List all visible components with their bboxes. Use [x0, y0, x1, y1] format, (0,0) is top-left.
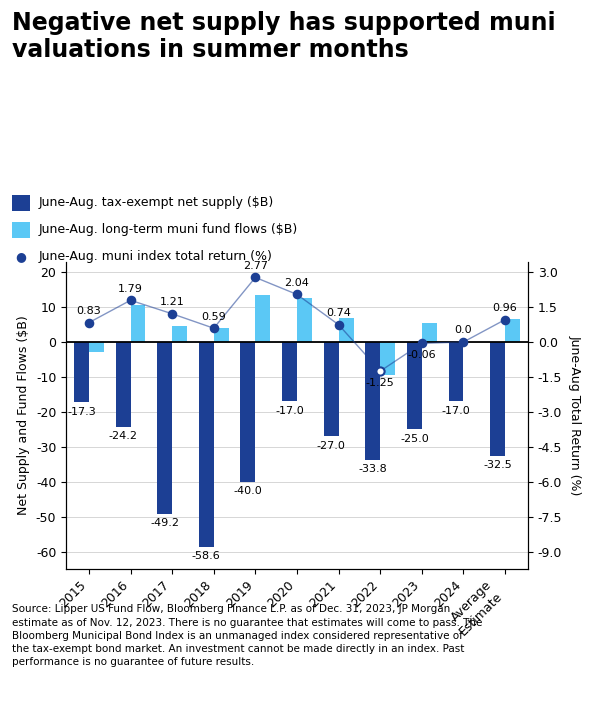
Bar	[157, 342, 172, 514]
Text: -27.0: -27.0	[317, 440, 346, 450]
Text: -1.25: -1.25	[366, 378, 395, 387]
Point	[167, 308, 177, 320]
Text: -33.8: -33.8	[358, 464, 387, 474]
Point	[376, 366, 385, 377]
Y-axis label: June-Aug Total Return (%): June-Aug Total Return (%)	[569, 335, 581, 496]
Bar	[214, 328, 229, 342]
Bar	[282, 342, 297, 402]
Text: 2.04: 2.04	[284, 278, 310, 288]
Text: 0.0: 0.0	[455, 325, 472, 335]
Point	[292, 288, 302, 300]
Bar	[323, 342, 338, 436]
Text: 1.21: 1.21	[160, 297, 185, 308]
Text: -40.0: -40.0	[233, 486, 262, 496]
Text: ●: ●	[16, 250, 26, 263]
Point	[209, 322, 218, 334]
Bar	[297, 298, 312, 342]
Y-axis label: Net Supply and Fund Flows ($B): Net Supply and Fund Flows ($B)	[17, 315, 30, 515]
Text: -58.6: -58.6	[192, 551, 221, 561]
Text: -0.06: -0.06	[407, 350, 436, 360]
Bar	[116, 342, 131, 426]
Text: 2.77: 2.77	[243, 261, 268, 271]
Bar	[89, 342, 104, 353]
Bar	[172, 326, 187, 342]
Text: -24.2: -24.2	[109, 431, 137, 440]
Point	[251, 271, 260, 283]
Point	[500, 314, 510, 325]
Text: 1.79: 1.79	[118, 284, 143, 293]
Bar	[380, 342, 395, 375]
Point	[126, 295, 136, 306]
Text: June-Aug. tax-exempt net supply ($B): June-Aug. tax-exempt net supply ($B)	[39, 197, 274, 209]
Text: -32.5: -32.5	[483, 460, 512, 469]
Text: -49.2: -49.2	[150, 518, 179, 528]
Text: 0.96: 0.96	[493, 303, 517, 313]
Bar	[365, 342, 380, 460]
Text: -17.0: -17.0	[442, 406, 470, 416]
Text: -17.3: -17.3	[67, 407, 96, 416]
Bar	[449, 342, 463, 402]
Bar	[490, 342, 505, 455]
Bar	[505, 320, 520, 342]
Bar	[422, 323, 437, 342]
Text: -17.0: -17.0	[275, 406, 304, 416]
Bar	[338, 317, 353, 342]
Text: Negative net supply has supported muni
valuations in summer months: Negative net supply has supported muni v…	[12, 11, 556, 62]
Text: June-Aug. long-term muni fund flows ($B): June-Aug. long-term muni fund flows ($B)	[39, 223, 298, 236]
Bar	[131, 305, 145, 342]
Bar	[407, 342, 422, 429]
Bar	[256, 295, 271, 342]
Bar	[241, 342, 256, 481]
Text: -25.0: -25.0	[400, 433, 429, 443]
Text: 0.59: 0.59	[202, 312, 226, 322]
Point	[334, 319, 343, 330]
Point	[84, 317, 94, 328]
Point	[458, 337, 468, 348]
Text: 0.74: 0.74	[326, 308, 351, 318]
Bar	[199, 342, 214, 547]
Text: June-Aug. muni index total return (%): June-Aug. muni index total return (%)	[39, 250, 273, 263]
Text: 0.83: 0.83	[77, 306, 101, 316]
Point	[417, 338, 427, 349]
Text: Source: Lipper US Fund Flow, Bloomberg Finance L.P. as of Dec. 31, 2023, JP Morg: Source: Lipper US Fund Flow, Bloomberg F…	[12, 604, 482, 667]
Bar	[74, 342, 89, 402]
